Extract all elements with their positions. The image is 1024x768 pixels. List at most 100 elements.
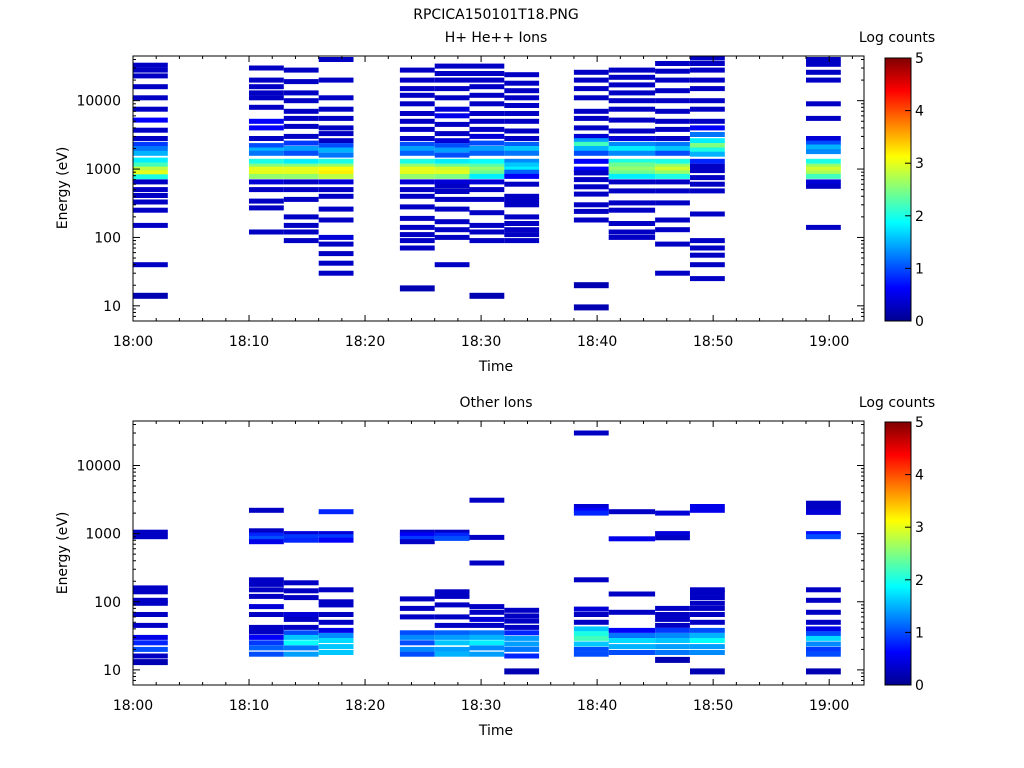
heatmap-cell <box>399 67 435 73</box>
heatmap-cell <box>133 292 168 299</box>
heatmap-cell <box>573 635 609 641</box>
heatmap-cell <box>283 531 319 537</box>
heatmap-cell <box>434 614 470 620</box>
heatmap-cell <box>399 614 435 620</box>
heatmap-cell <box>133 622 168 628</box>
heatmap-cell <box>434 71 470 76</box>
heatmap-cell <box>469 77 505 83</box>
heatmap-cell <box>690 600 725 606</box>
heatmap-cell <box>469 101 505 107</box>
heatmap-cell <box>283 163 319 169</box>
heatmap-cell <box>434 183 470 189</box>
heatmap-cell <box>573 69 609 75</box>
heatmap-cell <box>504 162 540 168</box>
heatmap-cell <box>573 125 609 131</box>
heatmap-cell <box>434 106 470 112</box>
heatmap-cell <box>434 166 470 172</box>
heatmap-cell <box>249 95 284 101</box>
heatmap-cell <box>504 173 540 179</box>
heatmap-cell <box>504 193 540 199</box>
heatmap-cell <box>608 82 656 88</box>
heatmap-cell <box>399 605 435 611</box>
heatmap-cell <box>283 651 319 657</box>
heatmap-cell <box>690 211 725 217</box>
heatmap-cell <box>655 163 690 169</box>
heatmap-cell <box>399 215 435 221</box>
heatmap-cell <box>504 653 540 659</box>
colorbar-tick-label: 4 <box>915 468 924 484</box>
heatmap-cell <box>655 166 690 172</box>
heatmap-cell <box>283 170 319 176</box>
heatmap-cell <box>655 179 690 185</box>
heatmap-cells-top <box>133 55 841 311</box>
heatmap-cell <box>690 612 725 617</box>
heatmap-cell <box>690 668 725 675</box>
heatmap-cell <box>318 147 354 153</box>
x-tick-label: 19:00 <box>809 698 849 714</box>
heatmap-cell <box>469 229 505 235</box>
heatmap-cell <box>399 166 435 172</box>
heatmap-cell <box>573 115 609 121</box>
heatmap-cell <box>283 173 319 179</box>
heatmap-cell <box>133 199 168 205</box>
heatmap-cell <box>434 227 470 233</box>
heatmap-cell <box>283 123 319 129</box>
heatmap-cell <box>469 118 505 124</box>
heatmap-cell <box>469 63 505 69</box>
axes-top: 18:00 18:10 18:20 18:30 18:40 18:50 19:00 10 100… <box>76 56 864 350</box>
heatmap-cell <box>690 627 725 633</box>
heatmap-cell <box>133 136 168 141</box>
heatmap-cell <box>469 92 505 98</box>
heatmap-cell <box>469 534 505 540</box>
heatmap-cell <box>318 587 354 593</box>
heatmap-cell <box>318 170 354 176</box>
heatmap-cell <box>318 251 354 257</box>
heatmap-cell <box>608 591 656 597</box>
heatmap-cell <box>655 170 690 176</box>
heatmap-cell <box>399 163 435 169</box>
heatmap-cell <box>133 193 168 198</box>
heatmap-cell <box>608 98 656 104</box>
heatmap-cell <box>249 136 284 141</box>
heatmap-cell <box>318 534 354 540</box>
heatmap-cell <box>690 67 725 73</box>
heatmap-cell <box>573 166 609 172</box>
heatmap-cell <box>133 73 168 79</box>
heatmap-cell <box>690 55 725 61</box>
heatmap-cell <box>469 604 505 610</box>
heatmap-cell <box>249 624 284 630</box>
heatmap-cell <box>399 136 435 141</box>
y-tick-label: 10 <box>103 663 121 679</box>
heatmap-cell <box>806 641 841 647</box>
heatmap-cell <box>806 173 841 179</box>
heatmap-cell <box>608 207 656 213</box>
heatmap-cell <box>249 581 284 587</box>
heatmap-cell <box>434 86 470 92</box>
heatmap-cells-bottom <box>133 430 841 675</box>
heatmap-cell <box>655 227 690 233</box>
heatmap-cell <box>469 645 505 651</box>
heatmap-cell <box>806 587 841 593</box>
heatmap-cell <box>608 536 656 542</box>
heatmap-cell <box>283 222 319 228</box>
heatmap-cell <box>469 133 505 139</box>
heatmap-cell <box>608 650 656 655</box>
heatmap-cell <box>434 622 470 628</box>
heatmap-cell <box>399 232 435 238</box>
heatmap-cell <box>608 229 656 235</box>
heatmap-cell <box>318 179 354 185</box>
heatmap-cell <box>573 177 609 183</box>
heatmap-cell <box>608 221 656 226</box>
heatmap-cell <box>469 560 505 566</box>
heatmap-cell <box>133 585 168 591</box>
heatmap-cell <box>283 179 319 185</box>
heatmap-cell <box>504 232 540 238</box>
heatmap-cell <box>655 650 690 655</box>
heatmap-cell <box>469 158 505 164</box>
heatmap-cell <box>573 430 609 436</box>
heatmap-cell <box>608 179 656 185</box>
heatmap-cell <box>434 634 470 640</box>
heatmap-cell <box>504 227 540 233</box>
heatmap-cell <box>399 651 435 657</box>
heatmap-cell <box>504 202 540 208</box>
